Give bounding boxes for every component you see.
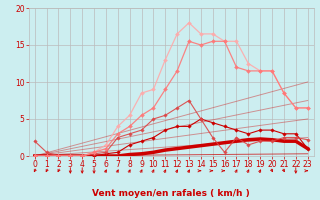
Text: Vent moyen/en rafales ( km/h ): Vent moyen/en rafales ( km/h ) [92,189,250,198]
